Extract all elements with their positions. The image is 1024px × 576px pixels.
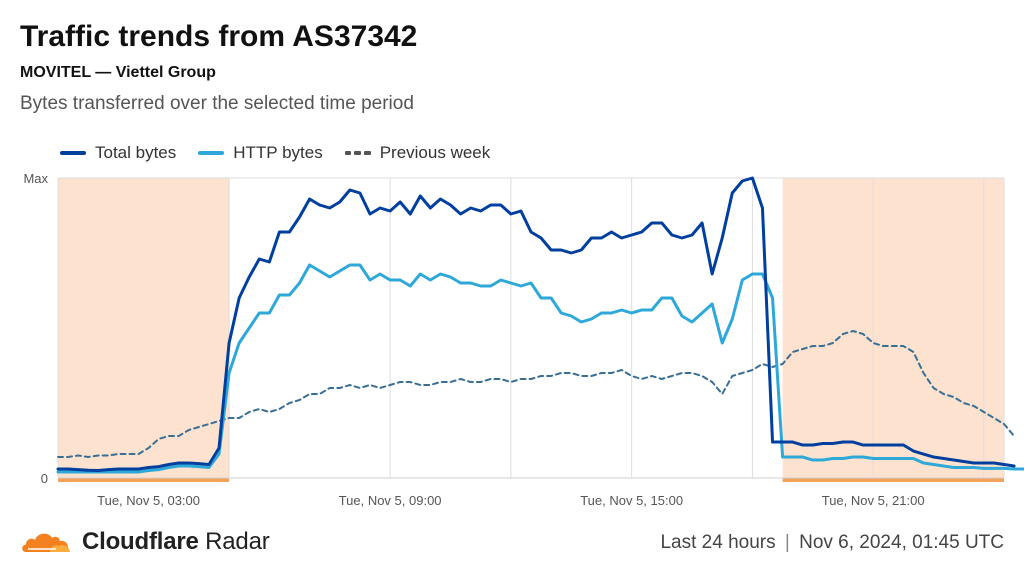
series-line-total-bytes xyxy=(56,176,1016,472)
legend-label-previous: Previous week xyxy=(379,143,491,162)
cloudflare-cloud-icon xyxy=(22,533,70,552)
y-tick-label-max: Max xyxy=(23,171,48,186)
page-title: Traffic trends from AS37342 xyxy=(20,20,418,53)
legend-swatch-total xyxy=(60,151,86,155)
shaded-region-bar-1 xyxy=(782,478,1004,482)
x-tick-label-0: Tue, Nov 5, 03:00 xyxy=(97,493,200,508)
legend-label-http: HTTP bytes xyxy=(233,143,323,162)
x-tick-label-3: Tue, Nov 5, 21:00 xyxy=(822,493,925,508)
legend-swatch-http xyxy=(198,151,225,155)
time-range-info: Last 24 hours | Nov 6, 2024, 01:45 UTC xyxy=(660,532,1004,554)
brand-name-light: Radar xyxy=(205,528,270,555)
traffic-line-chart: Max 0 Tue, Nov 5, 03:00 Tue, Nov 5, 09:00 Tu… xyxy=(23,171,1024,508)
shaded-region-1 xyxy=(782,178,1004,478)
legend-item-previous-week[interactable]: Previous week xyxy=(344,143,491,163)
x-tick-label-2: Tue, Nov 5, 15:00 xyxy=(580,493,683,508)
time-range-label: Last 24 hours xyxy=(660,532,776,553)
footer-separator: | xyxy=(784,532,790,553)
y-tick-label-zero: 0 xyxy=(41,471,48,486)
series-line-previous-week xyxy=(57,330,1016,458)
legend-label-total: Total bytes xyxy=(95,143,177,162)
asn-subtitle: MOVITEL — Viettel Group xyxy=(20,64,216,81)
legend-swatch-previous xyxy=(344,151,371,155)
shaded-region-0 xyxy=(58,178,230,478)
chart-legend: Total bytes HTTP bytes Previous week xyxy=(60,143,490,163)
legend-item-http-bytes[interactable]: HTTP bytes xyxy=(198,143,323,163)
brand-name-bold: Cloudflare xyxy=(82,528,199,555)
x-tick-label-1: Tue, Nov 5, 09:00 xyxy=(339,493,442,508)
series-line-http-bytes xyxy=(56,263,1024,474)
shaded-region-bar-0 xyxy=(58,478,230,482)
chart-description: Bytes transferred over the selected time… xyxy=(20,93,414,114)
timestamp-label: Nov 6, 2024, 01:45 UTC xyxy=(799,532,1004,553)
cloudflare-radar-logo: Cloudflare Radar xyxy=(20,528,270,556)
legend-item-total-bytes[interactable]: Total bytes xyxy=(60,143,176,163)
